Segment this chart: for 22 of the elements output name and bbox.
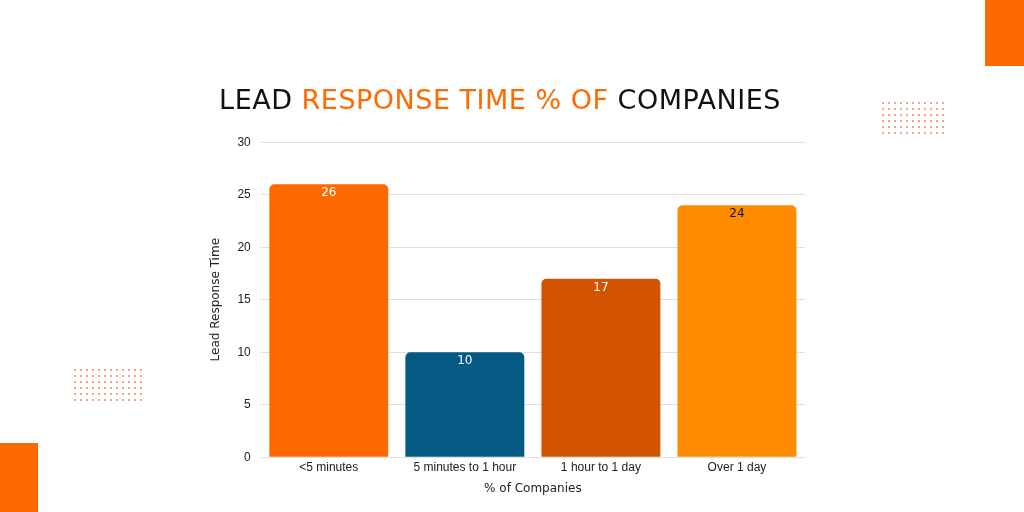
y-tick-label: 30 <box>237 134 252 149</box>
x-tick-label: Over 1 day <box>707 459 767 474</box>
y-tick-label: 5 <box>244 397 252 412</box>
bar <box>405 352 525 457</box>
data-label: 26 <box>321 185 337 200</box>
y-tick-label: 10 <box>237 344 252 359</box>
y-tick-label: 20 <box>237 239 252 254</box>
y-tick-label: 15 <box>237 292 252 307</box>
y-tick-label: 0 <box>244 449 252 464</box>
data-label: 10 <box>457 353 473 368</box>
x-tick-label: <5 minutes <box>299 459 359 474</box>
data-label: 17 <box>593 279 609 294</box>
x-tick-label: 5 minutes to 1 hour <box>413 459 517 474</box>
bar <box>269 184 389 457</box>
x-tick-label: 1 hour to 1 day <box>560 459 641 474</box>
bar <box>677 205 797 457</box>
data-label: 24 <box>729 206 745 221</box>
y-axis-title: Lead Response Time <box>208 237 223 362</box>
chart-title: LEAD RESPONSE TIME % OF COMPANIES <box>219 84 781 115</box>
y-tick-label: 25 <box>237 187 252 202</box>
bar <box>541 278 661 457</box>
x-axis-title: % of Companies <box>484 480 582 495</box>
